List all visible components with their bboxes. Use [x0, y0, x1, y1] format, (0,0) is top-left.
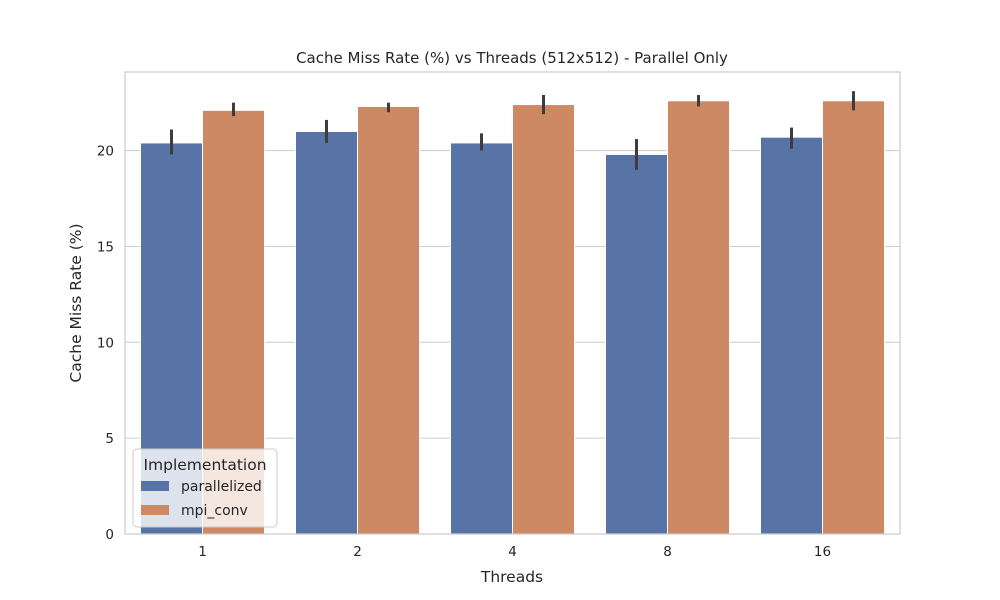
bar-parallelized-16 [760, 136, 823, 535]
bar-parallelized-4 [450, 142, 513, 535]
error-bars [170, 91, 855, 170]
y-tick-label: 5 [105, 431, 114, 447]
y-axis-label: Cache Miss Rate (%) [67, 223, 85, 382]
legend: Implementation parallelized mpi_conv [132, 448, 278, 528]
y-tick-label: 10 [97, 335, 114, 351]
legend-swatch-parallelized [141, 481, 169, 491]
legend-label-parallelized: parallelized [181, 479, 262, 495]
bar-parallelized-8 [605, 153, 668, 535]
chart-title: Cache Miss Rate (%) vs Threads (512x512)… [296, 49, 728, 67]
x-axis-label: Threads [480, 568, 543, 586]
y-tick-label: 15 [97, 239, 114, 255]
legend-title: Implementation [143, 456, 266, 474]
bar-mpi-conv-16 [822, 100, 885, 535]
x-tick-label: 2 [353, 544, 362, 560]
y-tick-label: 0 [105, 527, 114, 543]
legend-swatch-mpi-conv [141, 505, 169, 515]
bar-mpi-conv-2 [357, 106, 420, 535]
y-tick-label: 20 [97, 144, 114, 160]
bar-mpi-conv-4 [512, 104, 575, 535]
legend-label-mpi-conv: mpi_conv [181, 503, 248, 519]
x-tick-label: 4 [508, 544, 517, 560]
plot-frame [124, 71, 901, 535]
x-tick-labels: 1 2 4 8 16 [198, 544, 831, 560]
bar-parallelized-2 [295, 130, 358, 535]
bar-mpi-conv-8 [667, 100, 730, 535]
x-tick-label: 8 [663, 544, 672, 560]
x-tick-label: 16 [814, 544, 831, 560]
x-tick-label: 1 [198, 544, 207, 560]
bars [140, 100, 885, 535]
y-tick-labels: 0 5 10 15 20 [97, 144, 114, 543]
